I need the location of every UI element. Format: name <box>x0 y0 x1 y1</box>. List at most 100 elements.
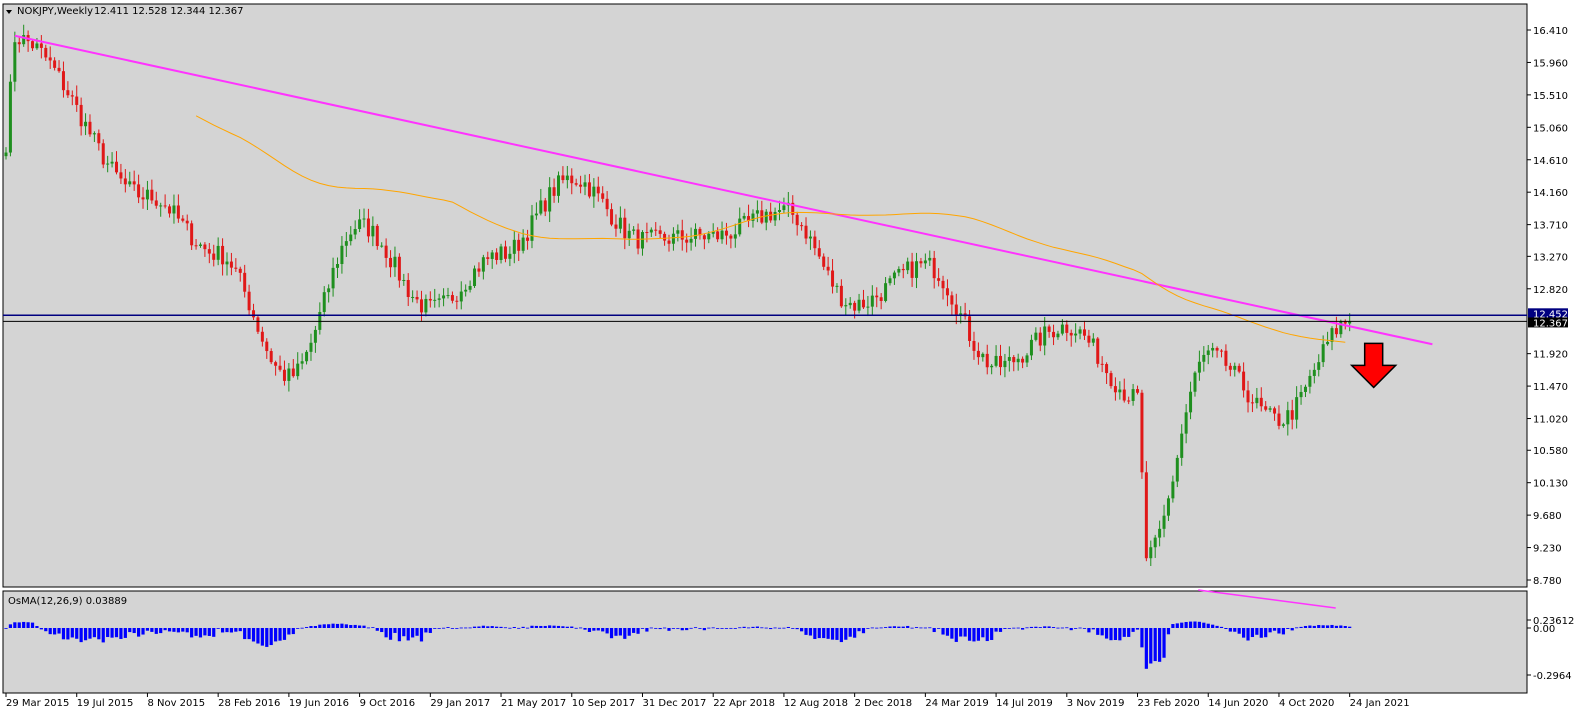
candle <box>1136 385 1140 395</box>
price-tick-label: 11.920 <box>1533 350 1568 361</box>
candle <box>313 325 317 353</box>
candle <box>508 246 512 267</box>
osma-bar <box>495 626 499 628</box>
osma-bar <box>1078 627 1082 629</box>
osma-bar <box>835 628 839 640</box>
osma-bar <box>1334 625 1339 628</box>
candle <box>835 283 839 293</box>
candle <box>1264 401 1268 412</box>
candle-body <box>1047 326 1051 332</box>
candle-body <box>402 279 406 281</box>
candle <box>336 257 339 279</box>
candle-body <box>999 355 1002 368</box>
candle-body <box>720 230 724 240</box>
candle-body <box>1100 363 1104 365</box>
candle <box>1012 355 1016 372</box>
candle <box>1056 330 1060 340</box>
symbol-dropdown-icon[interactable] <box>6 10 12 14</box>
candle-body <box>733 234 737 239</box>
candle-body <box>291 368 295 377</box>
candle <box>256 315 260 335</box>
osma-bar <box>592 628 596 631</box>
osma-bar <box>203 628 207 636</box>
candle <box>503 240 507 263</box>
candle-body <box>106 163 110 165</box>
candle-body <box>1007 357 1011 361</box>
candle-body <box>884 283 888 301</box>
osma-bar <box>618 628 622 636</box>
candle <box>185 214 189 231</box>
candle <box>1016 353 1020 371</box>
candle-body <box>1034 332 1038 340</box>
candle-body <box>627 230 631 239</box>
candle <box>999 344 1002 376</box>
osma-bar <box>525 627 530 629</box>
candle <box>1330 326 1334 351</box>
candle-body <box>380 245 384 247</box>
osma-bar <box>123 628 127 638</box>
candle <box>1339 319 1343 338</box>
candle <box>972 331 976 360</box>
candle-body <box>1295 397 1299 420</box>
candle-body <box>35 43 39 49</box>
price-panel[interactable] <box>2 3 1528 588</box>
candle-body <box>1211 347 1215 351</box>
candle-body <box>901 268 905 271</box>
candle <box>702 233 706 250</box>
candle-body <box>769 211 773 221</box>
candle <box>742 212 746 221</box>
candle-body <box>327 288 331 293</box>
candle <box>1144 461 1148 562</box>
osma-panel[interactable] <box>2 590 1528 694</box>
candle <box>110 152 114 168</box>
candle <box>1303 384 1307 398</box>
candle <box>424 294 428 317</box>
candle <box>128 171 132 187</box>
osma-bar <box>282 628 287 640</box>
candle-body <box>225 261 229 265</box>
candle <box>831 259 835 294</box>
osma-bar <box>800 628 804 632</box>
osma-bar <box>229 628 234 633</box>
candle-body <box>861 299 865 308</box>
osma-bar <box>601 628 605 632</box>
osma-bar <box>963 628 967 637</box>
candle-body <box>778 210 781 212</box>
candle <box>450 291 454 304</box>
candle-body <box>1343 321 1347 324</box>
candle-body <box>57 67 61 72</box>
osma-bar <box>733 628 737 629</box>
candle-body <box>831 270 835 287</box>
candle-body <box>154 200 158 206</box>
osma-bar <box>101 628 105 643</box>
osma-bar <box>79 628 83 643</box>
candle-body <box>1303 386 1307 392</box>
osma-bar <box>1140 628 1144 648</box>
candle <box>53 57 57 71</box>
candle <box>181 215 185 223</box>
candle <box>1246 380 1250 413</box>
candle-body <box>897 268 901 273</box>
candle-body <box>1184 412 1188 434</box>
candle <box>331 257 335 297</box>
candle-body <box>1087 335 1091 343</box>
candle-body <box>61 71 65 91</box>
candle <box>247 284 251 316</box>
candle-body <box>84 121 88 127</box>
osma-bar <box>720 628 724 629</box>
candle-body <box>22 35 26 45</box>
osma-bar <box>415 628 419 636</box>
osma-bar <box>716 628 720 629</box>
candle <box>8 74 12 157</box>
candle <box>1224 344 1228 372</box>
candle-body <box>941 280 945 289</box>
osma-bar <box>66 628 70 640</box>
osma-bar <box>486 626 490 628</box>
price-tick-label: 15.510 <box>1533 91 1568 102</box>
osma-bar <box>614 628 618 636</box>
osma-bar <box>1162 628 1166 658</box>
osma-bar <box>782 627 786 629</box>
date-tick-label: 23 Feb 2020 <box>1138 698 1200 709</box>
